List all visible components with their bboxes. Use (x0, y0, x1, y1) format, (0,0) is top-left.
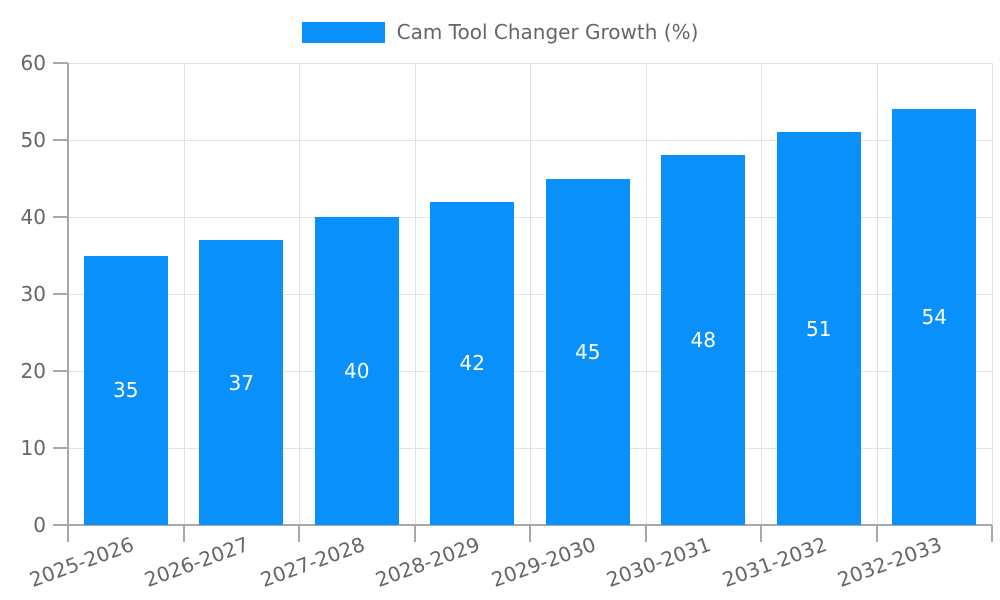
gridline-vertical (645, 63, 647, 525)
y-axis-tick-label: 0 (33, 513, 46, 537)
x-axis-category-label: 2025-2026 (25, 532, 137, 592)
gridline-vertical (876, 63, 878, 525)
bar[interactable] (314, 217, 399, 525)
x-axis-tick (182, 525, 185, 542)
bar[interactable] (776, 132, 861, 525)
y-axis-tick-label: 50 (20, 128, 46, 152)
x-axis-tick (644, 525, 647, 542)
x-axis-tick (760, 525, 762, 542)
gridline-vertical (299, 63, 300, 525)
x-axis-tick (529, 525, 531, 542)
x-axis-category-label: 2027-2028 (256, 532, 368, 592)
x-axis-category-label: 2026-2027 (141, 532, 253, 592)
y-axis-line (67, 63, 69, 525)
legend-swatch-icon (301, 22, 385, 43)
y-axis-tick (53, 216, 68, 218)
x-axis-line (53, 524, 992, 526)
x-axis-tick (875, 525, 878, 542)
y-axis-tick (53, 370, 68, 372)
gridline-vertical (530, 63, 531, 525)
bar[interactable] (83, 255, 168, 525)
bar[interactable] (545, 178, 630, 525)
x-axis-tick (413, 525, 416, 542)
x-axis-tick (298, 525, 300, 542)
y-axis-tick-label: 10 (20, 436, 46, 460)
y-axis-tick-label: 60 (20, 51, 46, 75)
gridline-vertical (183, 63, 185, 525)
legend-label: Cam Tool Changer Growth (%) (396, 20, 699, 44)
bar[interactable] (892, 109, 977, 525)
y-axis-tick-label: 30 (20, 282, 46, 306)
bar[interactable] (430, 201, 515, 525)
gridline-vertical (761, 63, 762, 525)
y-axis-tick-label: 40 (20, 205, 46, 229)
y-axis-tick (53, 62, 68, 64)
bar[interactable] (661, 155, 746, 525)
x-axis-category-label: 2032-2033 (834, 532, 946, 592)
y-axis-tick (53, 139, 68, 141)
y-axis-tick (53, 293, 68, 295)
x-axis-tick (991, 525, 993, 542)
legend-item[interactable]: Cam Tool Changer Growth (%) (0, 22, 1000, 43)
bar[interactable] (199, 240, 284, 525)
x-axis-category-label: 2030-2031 (603, 532, 715, 592)
gridline-vertical (414, 63, 416, 525)
y-axis-tick-label: 20 (20, 359, 46, 383)
x-axis-category-label: 2028-2029 (372, 532, 484, 592)
x-axis-tick (67, 525, 69, 542)
x-axis-category-label: 2029-2030 (487, 532, 599, 592)
x-axis-category-label: 2031-2032 (718, 532, 830, 592)
gridline-vertical (992, 63, 993, 525)
y-axis-tick (53, 447, 68, 449)
